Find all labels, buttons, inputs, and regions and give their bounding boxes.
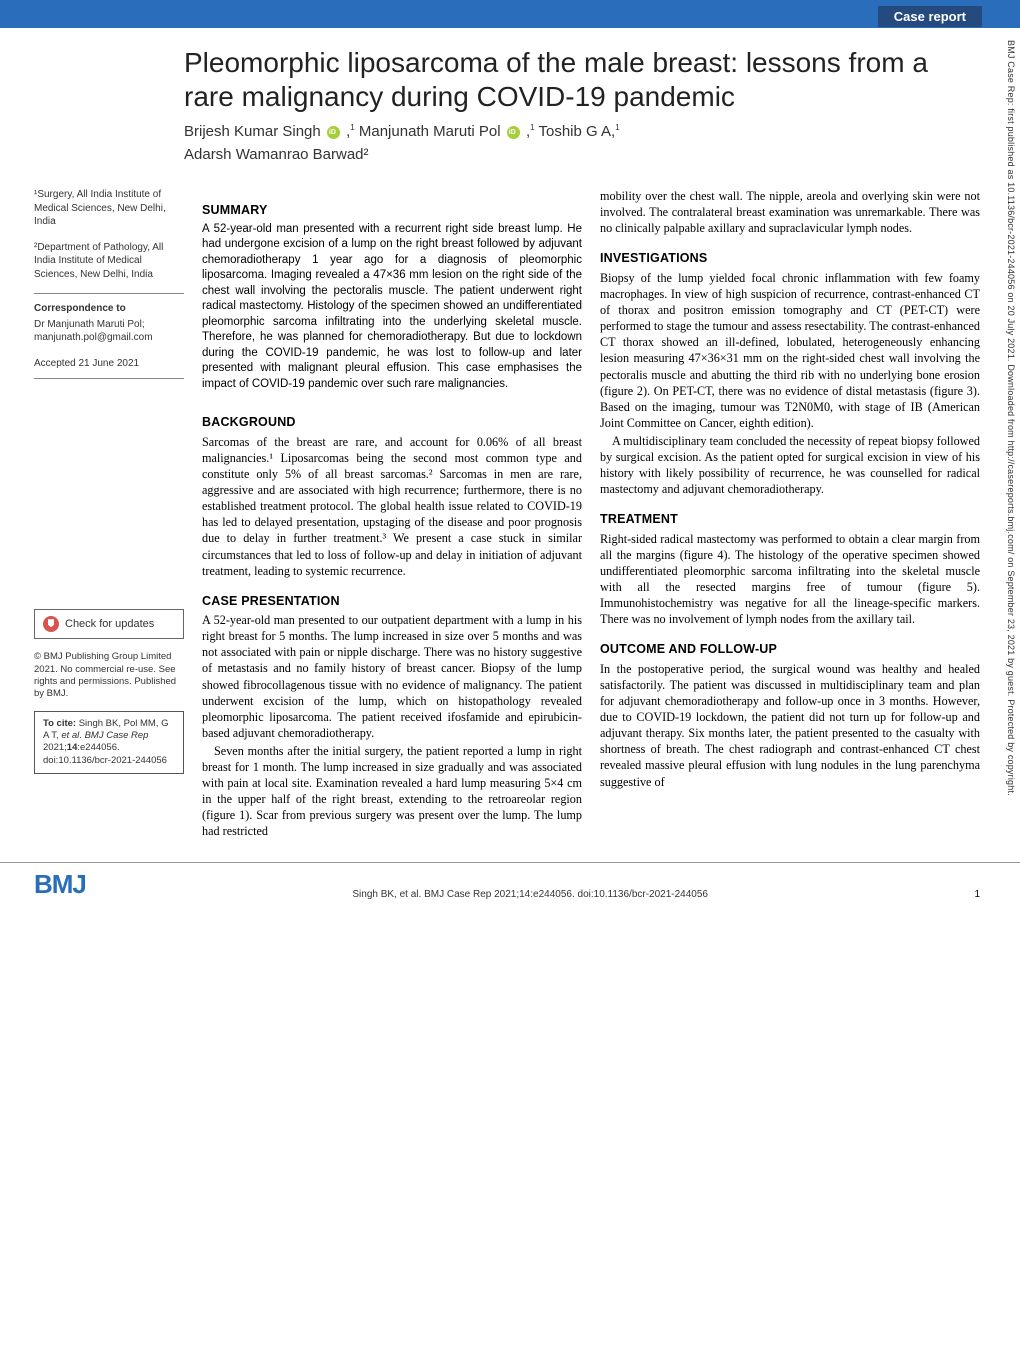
article-title: Pleomorphic liposarcoma of the male brea… [184, 46, 980, 113]
check-updates-button[interactable]: Check for updates [34, 609, 184, 639]
investigations-p1: Biopsy of the lump yielded focal chronic… [600, 270, 980, 431]
investigations-heading: INVESTIGATIONS [600, 250, 980, 267]
correspondence-heading: Correspondence to [34, 302, 184, 316]
outcome-heading: OUTCOME AND FOLLOW-UP [600, 641, 980, 658]
affiliation-2: ²Department of Pathology, All India Inst… [34, 241, 184, 282]
right-column: mobility over the chest wall. The nipple… [600, 188, 980, 841]
treatment-heading: TREATMENT [600, 511, 980, 528]
middle-column: SUMMARY A 52-year-old man presented with… [202, 188, 582, 841]
authors-line-2: Adarsh Wamanrao Barwad² [184, 146, 369, 163]
orcid-icon [327, 126, 340, 139]
summary-text: A 52-year-old man presented with a recur… [202, 222, 582, 393]
footer-citation: Singh BK, et al. BMJ Case Rep 2021;14:e2… [352, 889, 708, 900]
page-footer: BMJ Singh BK, et al. BMJ Case Rep 2021;1… [0, 862, 1020, 910]
case-report-badge: Case report [878, 6, 982, 27]
outcome-text: In the postoperative period, the surgica… [600, 661, 980, 790]
bmj-logo: BMJ [34, 869, 86, 900]
orcid-icon [507, 126, 520, 139]
right-continuation: mobility over the chest wall. The nipple… [600, 188, 980, 236]
citation-box: To cite: Singh BK, Pol MM, G A T, et al.… [34, 711, 184, 774]
left-sidebar: ¹Surgery, All India Institute of Medical… [34, 188, 184, 841]
bookmark-icon [43, 616, 59, 632]
background-text: Sarcomas of the breast are rare, and acc… [202, 434, 582, 579]
copyright-text: © BMJ Publishing Group Limited 2021. No … [34, 651, 184, 700]
top-banner [0, 0, 1020, 28]
check-updates-label: Check for updates [65, 617, 154, 632]
affiliation-1: ¹Surgery, All India Institute of Medical… [34, 188, 184, 229]
treatment-text: Right-sided radical mastectomy was perfo… [600, 531, 980, 628]
case-presentation-p2: Seven months after the initial surgery, … [202, 743, 582, 840]
summary-heading: SUMMARY [202, 202, 582, 219]
authors-block: Brijesh Kumar Singh ,1 Manjunath Maruti … [184, 121, 980, 166]
correspondence-body: Dr Manjunath Maruti Pol; manjunath.pol@g… [34, 318, 184, 345]
side-download-text: BMJ Case Rep: first published as 10.1136… [1006, 40, 1016, 1320]
page-number: 1 [974, 889, 980, 900]
background-heading: BACKGROUND [202, 414, 582, 431]
case-presentation-p1: A 52-year-old man presented to our outpa… [202, 612, 582, 741]
authors-line-1: Brijesh Kumar Singh ,1 Manjunath Maruti … [184, 123, 620, 140]
accepted-date: Accepted 21 June 2021 [34, 357, 184, 371]
case-presentation-heading: CASE PRESENTATION [202, 593, 582, 610]
investigations-p2: A multidisciplinary team concluded the n… [600, 433, 980, 497]
